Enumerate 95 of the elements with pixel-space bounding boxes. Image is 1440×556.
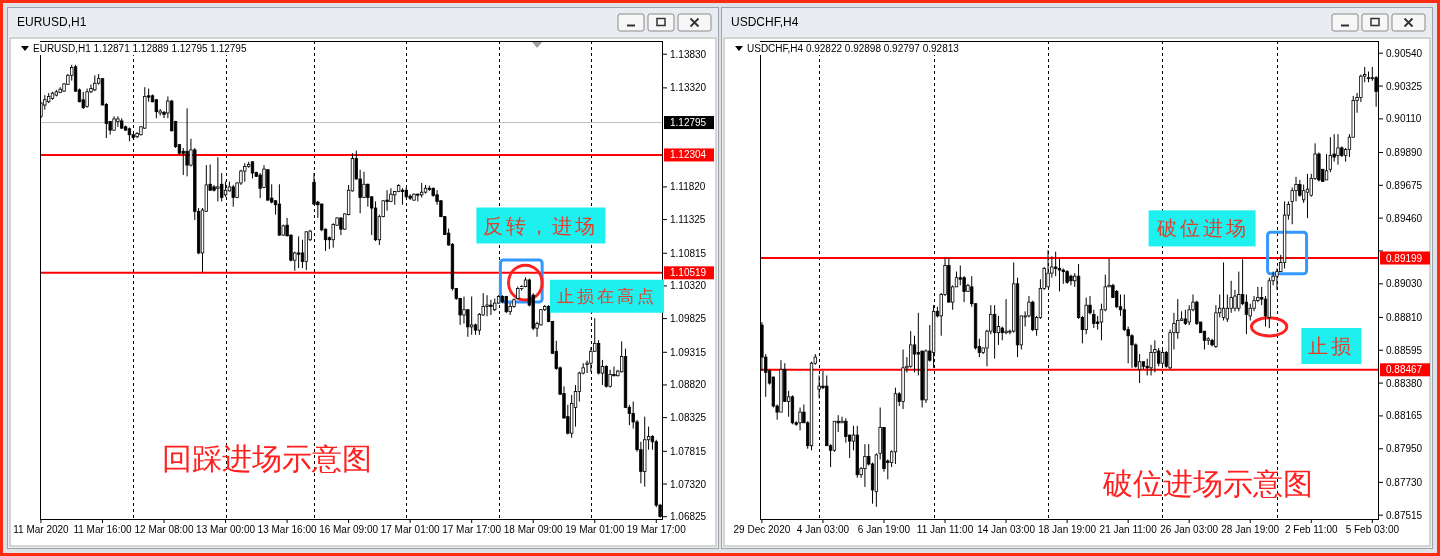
candlestick xyxy=(462,296,466,325)
y-tick-label: 1.09315 xyxy=(670,346,707,358)
ref-line-label: 1.12795 xyxy=(670,117,707,129)
x-tick-label: 16 Mar 09:00 xyxy=(319,524,379,535)
y-tick-label: 1.10815 xyxy=(670,247,707,259)
x-tick-label: 17 Mar 17:00 xyxy=(442,524,502,535)
y-tick-label: 0.89890 xyxy=(1386,146,1423,158)
candlestick xyxy=(185,107,189,177)
candlestick xyxy=(1122,294,1126,332)
x-tick-label: 18 Mar 09:00 xyxy=(503,524,564,535)
ref-line-label: 1.10519 xyxy=(670,267,707,279)
candlestick xyxy=(863,443,867,488)
x-tick-label: 13 Mar 00:00 xyxy=(196,524,256,535)
candlestick xyxy=(296,235,301,269)
y-tick-label: 1.13830 xyxy=(670,48,707,60)
y-tick-label: 1.06825 xyxy=(670,511,707,523)
annotation: 破位进场 xyxy=(1155,217,1249,240)
x-tick-label: 13 Mar 16:00 xyxy=(257,524,317,535)
candlestick xyxy=(231,184,235,208)
candlestick xyxy=(1149,344,1153,376)
x-tick-label: 2 Feb 11:00 xyxy=(1284,524,1339,535)
candlestick xyxy=(604,364,608,389)
candlestick xyxy=(485,294,489,317)
x-tick-label: 29 Dec 2020 xyxy=(733,524,791,535)
candlestick xyxy=(1069,274,1073,286)
annotation: 破位进场示意图 xyxy=(1101,466,1313,500)
x-tick-label: 11 Mar 16:00 xyxy=(73,524,133,535)
y-tick-label: 0.90110 xyxy=(1386,113,1422,125)
annotation: 反转，进场 xyxy=(483,214,599,237)
annotation: 止损 xyxy=(1308,334,1355,357)
y-tick-label: 1.13320 xyxy=(670,82,707,94)
candlestick xyxy=(154,98,158,119)
y-tick-label: 1.07320 xyxy=(670,478,707,490)
candlestick xyxy=(844,417,848,444)
x-tick-label: 11 Mar 2020 xyxy=(13,524,70,535)
annotation: 止损在高点 xyxy=(556,286,657,306)
chart-subtitle: USDCHF,H4 0.92822 0.92898 0.92797 0.92813 xyxy=(747,43,960,54)
ref-line-label: 0.89199 xyxy=(1386,252,1423,264)
y-tick-label: 0.88810 xyxy=(1386,311,1423,323)
x-tick-label: 5 Feb 03:00 xyxy=(1345,524,1400,535)
y-tick-label: 0.89675 xyxy=(1386,179,1423,191)
annotation: 回踩进场示意图 xyxy=(161,442,372,476)
x-tick-label: 18 Jan 19:00 xyxy=(1038,524,1097,535)
candlestick xyxy=(216,156,220,202)
ref-line-label: 0.88467 xyxy=(1386,364,1423,376)
candlestick xyxy=(258,172,262,199)
y-tick-label: 0.89030 xyxy=(1386,278,1423,290)
candlestick xyxy=(243,162,247,183)
candlestick xyxy=(909,330,913,369)
candlestick xyxy=(362,171,366,199)
candlestick xyxy=(798,407,802,431)
y-tick-label: 1.09825 xyxy=(670,313,707,325)
candlestick xyxy=(1336,133,1340,166)
x-tick-label: 14 Jan 03:00 xyxy=(977,524,1036,535)
candlestick xyxy=(1092,309,1096,329)
y-tick-label: 0.89460 xyxy=(1386,212,1423,224)
candlestick xyxy=(1221,261,1226,321)
x-tick-label: 11 Jan 11:00 xyxy=(916,524,974,535)
candlestick xyxy=(1153,339,1157,373)
y-tick-label: 1.08820 xyxy=(670,379,707,391)
x-tick-label: 19 Mar 17:00 xyxy=(626,524,687,535)
chart-title: USDCHF,H4 xyxy=(731,15,799,29)
x-tick-label: 26 Jan 03:00 xyxy=(1160,524,1219,535)
y-tick-label: 1.08325 xyxy=(670,412,707,424)
y-tick-label: 0.87515 xyxy=(1386,509,1423,521)
y-tick-label: 1.10320 xyxy=(670,280,707,292)
y-tick-label: 0.90540 xyxy=(1386,47,1423,59)
x-tick-label: 17 Mar 01:00 xyxy=(380,524,441,535)
y-tick-label: 0.88165 xyxy=(1386,410,1423,422)
candlestick xyxy=(1004,298,1008,335)
candlestick xyxy=(1328,136,1333,173)
y-tick-label: 1.11820 xyxy=(670,181,706,193)
candlestick xyxy=(992,304,997,360)
x-tick-label: 28 Jan 19:00 xyxy=(1221,524,1280,535)
y-tick-label: 0.87730 xyxy=(1386,476,1423,488)
x-tick-label: 12 Mar 08:00 xyxy=(134,524,194,535)
candlestick xyxy=(1305,173,1310,219)
candlestick xyxy=(85,88,89,109)
chart-subtitle: EURUSD,H1 1.12871 1.12889 1.12795 1.12795 xyxy=(33,43,247,54)
y-tick-label: 0.87950 xyxy=(1386,443,1423,455)
y-tick-label: 1.07815 xyxy=(670,445,707,457)
chart-title: EURUSD,H1 xyxy=(17,15,87,29)
y-tick-label: 0.88595 xyxy=(1386,344,1423,356)
candlestick xyxy=(489,299,493,316)
ref-line-label: 1.12304 xyxy=(670,149,707,161)
y-tick-label: 1.11325 xyxy=(670,214,706,226)
y-tick-label: 0.88380 xyxy=(1386,377,1423,389)
candlestick xyxy=(181,147,185,176)
x-tick-label: 21 Jan 11:00 xyxy=(1099,524,1158,535)
x-tick-label: 4 Jan 03:00 xyxy=(796,524,850,535)
y-tick-label: 0.90325 xyxy=(1386,80,1423,92)
x-tick-label: 19 Mar 01:00 xyxy=(565,524,625,535)
candlestick xyxy=(912,335,917,373)
x-tick-label: 6 Jan 19:00 xyxy=(857,524,911,535)
candlestick xyxy=(116,115,120,128)
